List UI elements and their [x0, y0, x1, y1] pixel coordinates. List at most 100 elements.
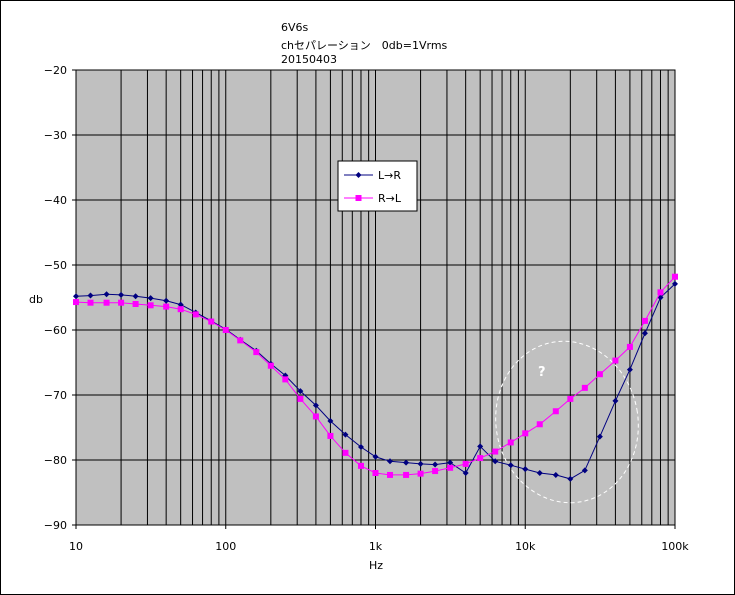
- data-point-l-to-r: [132, 293, 139, 300]
- data-point-r-to-l: [118, 299, 125, 306]
- data-point-r-to-l: [477, 455, 484, 462]
- y-tick-labels: −20 −30 −40 −50 −60 −70 −80 −90: [44, 64, 76, 532]
- data-point-r-to-l: [357, 462, 364, 469]
- data-point-r-to-l: [492, 448, 499, 455]
- data-point-l-to-r: [342, 431, 349, 438]
- data-point-l-to-r: [507, 462, 514, 469]
- data-point-r-to-l: [417, 470, 424, 477]
- data-point-l-to-r: [492, 458, 499, 465]
- data-point-r-to-l: [507, 439, 514, 446]
- data-point-r-to-l: [267, 362, 274, 369]
- data-point-l-to-r: [462, 470, 469, 476]
- x-tick-label: 10k: [515, 540, 536, 553]
- data-point-r-to-l: [312, 413, 319, 420]
- data-point-r-to-l: [403, 471, 410, 478]
- data-point-r-to-l: [536, 421, 543, 428]
- data-point-l-to-r: [672, 280, 678, 287]
- data-point-r-to-l: [253, 349, 260, 356]
- data-point-r-to-l: [581, 384, 588, 391]
- data-point-r-to-l: [222, 327, 229, 333]
- data-point-r-to-l: [596, 371, 603, 378]
- data-point-l-to-r: [177, 301, 184, 308]
- data-point-r-to-l: [372, 470, 379, 476]
- data-point-l-to-r: [626, 366, 633, 373]
- y-tick-label: −80: [44, 454, 67, 467]
- data-point-r-to-l: [612, 357, 619, 364]
- data-point-r-to-l: [462, 460, 469, 467]
- data-point-l-to-r: [387, 458, 394, 465]
- legend-marker-l-to-r: [355, 172, 362, 178]
- data-point-l-to-r: [357, 444, 364, 450]
- y-tick-label: −20: [44, 64, 67, 77]
- data-point-l-to-r: [581, 467, 588, 474]
- data-point-r-to-l: [147, 302, 154, 309]
- chart-title-line-1: 6V6s: [281, 21, 309, 34]
- annotation-question-mark: ?: [538, 365, 546, 380]
- chart-title-line-3: 20150403: [281, 53, 337, 66]
- legend: L→R R→L: [337, 160, 418, 212]
- data-point-l-to-r: [118, 291, 125, 298]
- data-point-r-to-l: [626, 343, 633, 350]
- data-point-l-to-r: [372, 453, 379, 460]
- data-point-l-to-r: [432, 461, 439, 468]
- legend-label-l-to-r: L→R: [378, 169, 401, 182]
- legend-box: [337, 160, 418, 212]
- data-point-r-to-l: [282, 376, 289, 383]
- x-axis-label: Hz: [369, 559, 383, 572]
- data-point-r-to-l: [522, 430, 529, 437]
- data-point-r-to-l: [432, 468, 439, 475]
- data-point-l-to-r: [596, 433, 603, 440]
- data-point-r-to-l: [387, 471, 394, 478]
- data-point-l-to-r: [477, 443, 484, 450]
- data-point-l-to-r: [552, 471, 559, 478]
- data-point-l-to-r: [312, 402, 319, 409]
- data-point-r-to-l: [192, 311, 199, 318]
- data-point-l-to-r: [73, 293, 79, 300]
- legend-marker-r-to-l: [355, 195, 362, 201]
- data-point-r-to-l: [657, 289, 664, 296]
- grid-lines: [76, 70, 675, 525]
- series-group: [73, 273, 678, 482]
- data-point-l-to-r: [403, 459, 410, 466]
- y-tick-label: −60: [44, 324, 67, 337]
- data-point-l-to-r: [612, 397, 619, 404]
- y-tick-label: −90: [44, 519, 67, 532]
- y-tick-label: −50: [44, 259, 67, 272]
- annotation-ellipse: [495, 340, 639, 504]
- x-tick-label: 100k: [661, 540, 689, 553]
- data-point-r-to-l: [87, 299, 94, 306]
- data-point-r-to-l: [163, 303, 170, 310]
- y-tick-label: −70: [44, 389, 67, 402]
- data-point-l-to-r: [147, 295, 154, 302]
- data-point-l-to-r: [297, 388, 304, 395]
- data-point-l-to-r: [567, 475, 574, 482]
- data-point-l-to-r: [327, 418, 334, 424]
- data-point-l-to-r: [641, 330, 648, 337]
- chart-title-line-2: chセパレーション 0db=1Vrms: [281, 39, 448, 52]
- data-point-l-to-r: [536, 470, 543, 476]
- data-point-r-to-l: [237, 337, 244, 344]
- data-point-r-to-l: [132, 301, 139, 307]
- data-point-r-to-l: [177, 306, 184, 313]
- data-point-r-to-l: [552, 408, 559, 415]
- data-point-l-to-r: [87, 292, 94, 299]
- data-point-l-to-r: [447, 459, 454, 466]
- x-tick-label: 1k: [369, 540, 383, 553]
- data-point-l-to-r: [417, 460, 424, 467]
- data-point-r-to-l: [327, 432, 334, 439]
- data-point-l-to-r: [103, 291, 110, 298]
- y-tick-label: −30: [44, 129, 67, 142]
- data-point-r-to-l: [567, 395, 574, 402]
- data-point-r-to-l: [73, 299, 79, 306]
- data-point-l-to-r: [163, 297, 170, 304]
- x-tick-label: 100: [215, 540, 236, 553]
- data-point-r-to-l: [342, 449, 349, 456]
- data-point-r-to-l: [641, 317, 648, 324]
- data-point-r-to-l: [297, 395, 304, 402]
- data-point-r-to-l: [447, 464, 454, 471]
- x-tick-labels: 10 100 1k 10k 100k: [69, 525, 689, 553]
- data-point-r-to-l: [208, 318, 215, 325]
- data-point-l-to-r: [522, 466, 529, 473]
